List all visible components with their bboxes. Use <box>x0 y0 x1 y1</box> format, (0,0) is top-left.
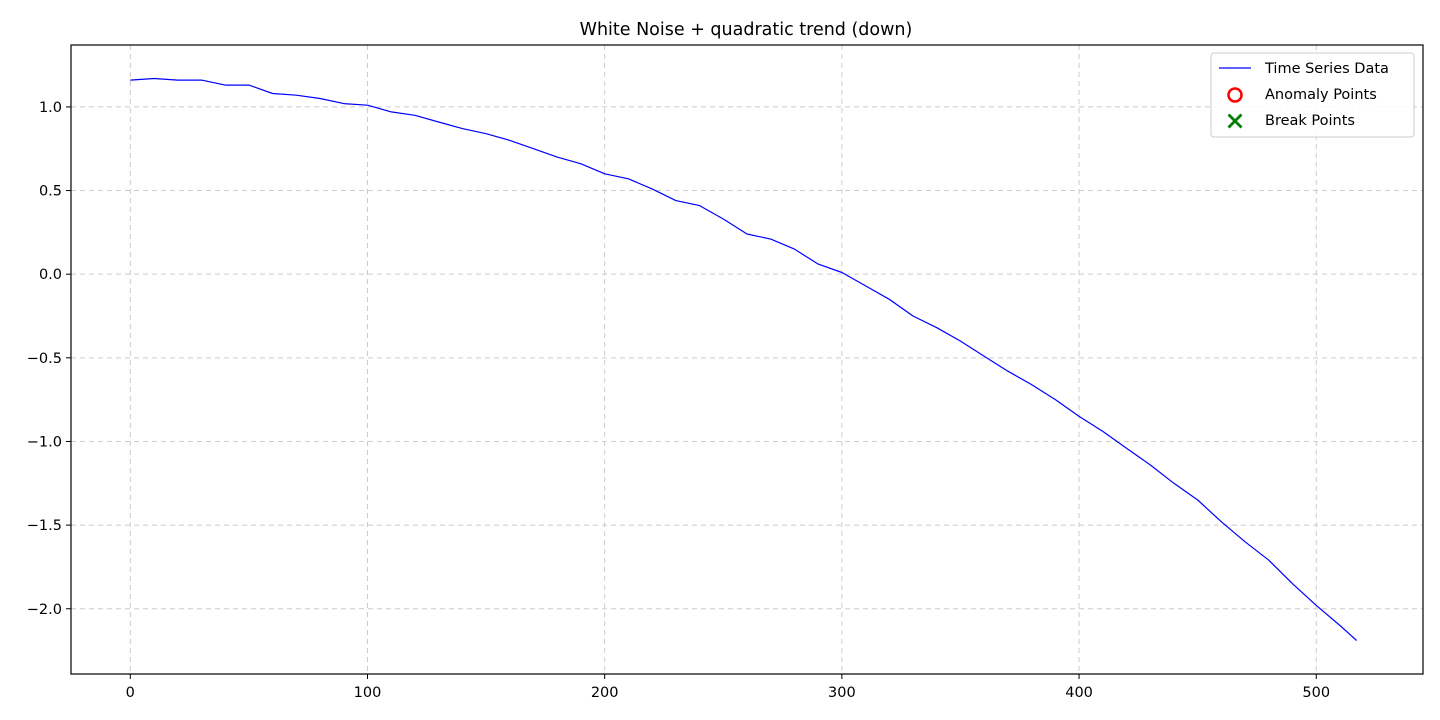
y-tick-label: 0.0 <box>39 267 62 283</box>
legend-marker-circle <box>1227 87 1243 103</box>
y-tick-label: −1.0 <box>27 434 62 450</box>
x-tick-label: 100 <box>354 685 382 701</box>
grid-layer <box>71 45 1423 674</box>
y-tick-label: 1.0 <box>39 100 62 116</box>
chart-title: White Noise + quadratic trend (down) <box>580 20 913 40</box>
tick-layer: 0 100 200 300 400 500 −2.0 −1.5 −1.0 −0.5 0.0 0.5 1.… <box>27 100 1330 701</box>
legend-box <box>1210 52 1415 138</box>
legend-label: Anomaly Points <box>1265 87 1377 103</box>
legend-marker-x <box>1227 113 1243 129</box>
y-tick-label: −1.5 <box>27 518 62 534</box>
series-layer <box>130 77 1358 641</box>
series-line-time-series-data <box>130 77 1358 641</box>
y-tick-label: −0.5 <box>27 351 62 367</box>
x-tick-label: 500 <box>1302 685 1330 701</box>
x-tick-label: 0 <box>126 685 135 701</box>
legend-label: Break Points <box>1265 113 1355 129</box>
legend-label: Time Series Data <box>1264 61 1389 77</box>
x-tick-label: 300 <box>828 685 856 701</box>
x-tick-label: 200 <box>591 685 619 701</box>
x-tick-label: 400 <box>1065 685 1093 701</box>
y-tick-label: 0.5 <box>39 184 62 200</box>
legend: Time Series Data Anomaly Points Break Poin… <box>1210 52 1415 138</box>
plot-frame <box>70 44 1424 675</box>
y-tick-label: −2.0 <box>27 602 62 618</box>
